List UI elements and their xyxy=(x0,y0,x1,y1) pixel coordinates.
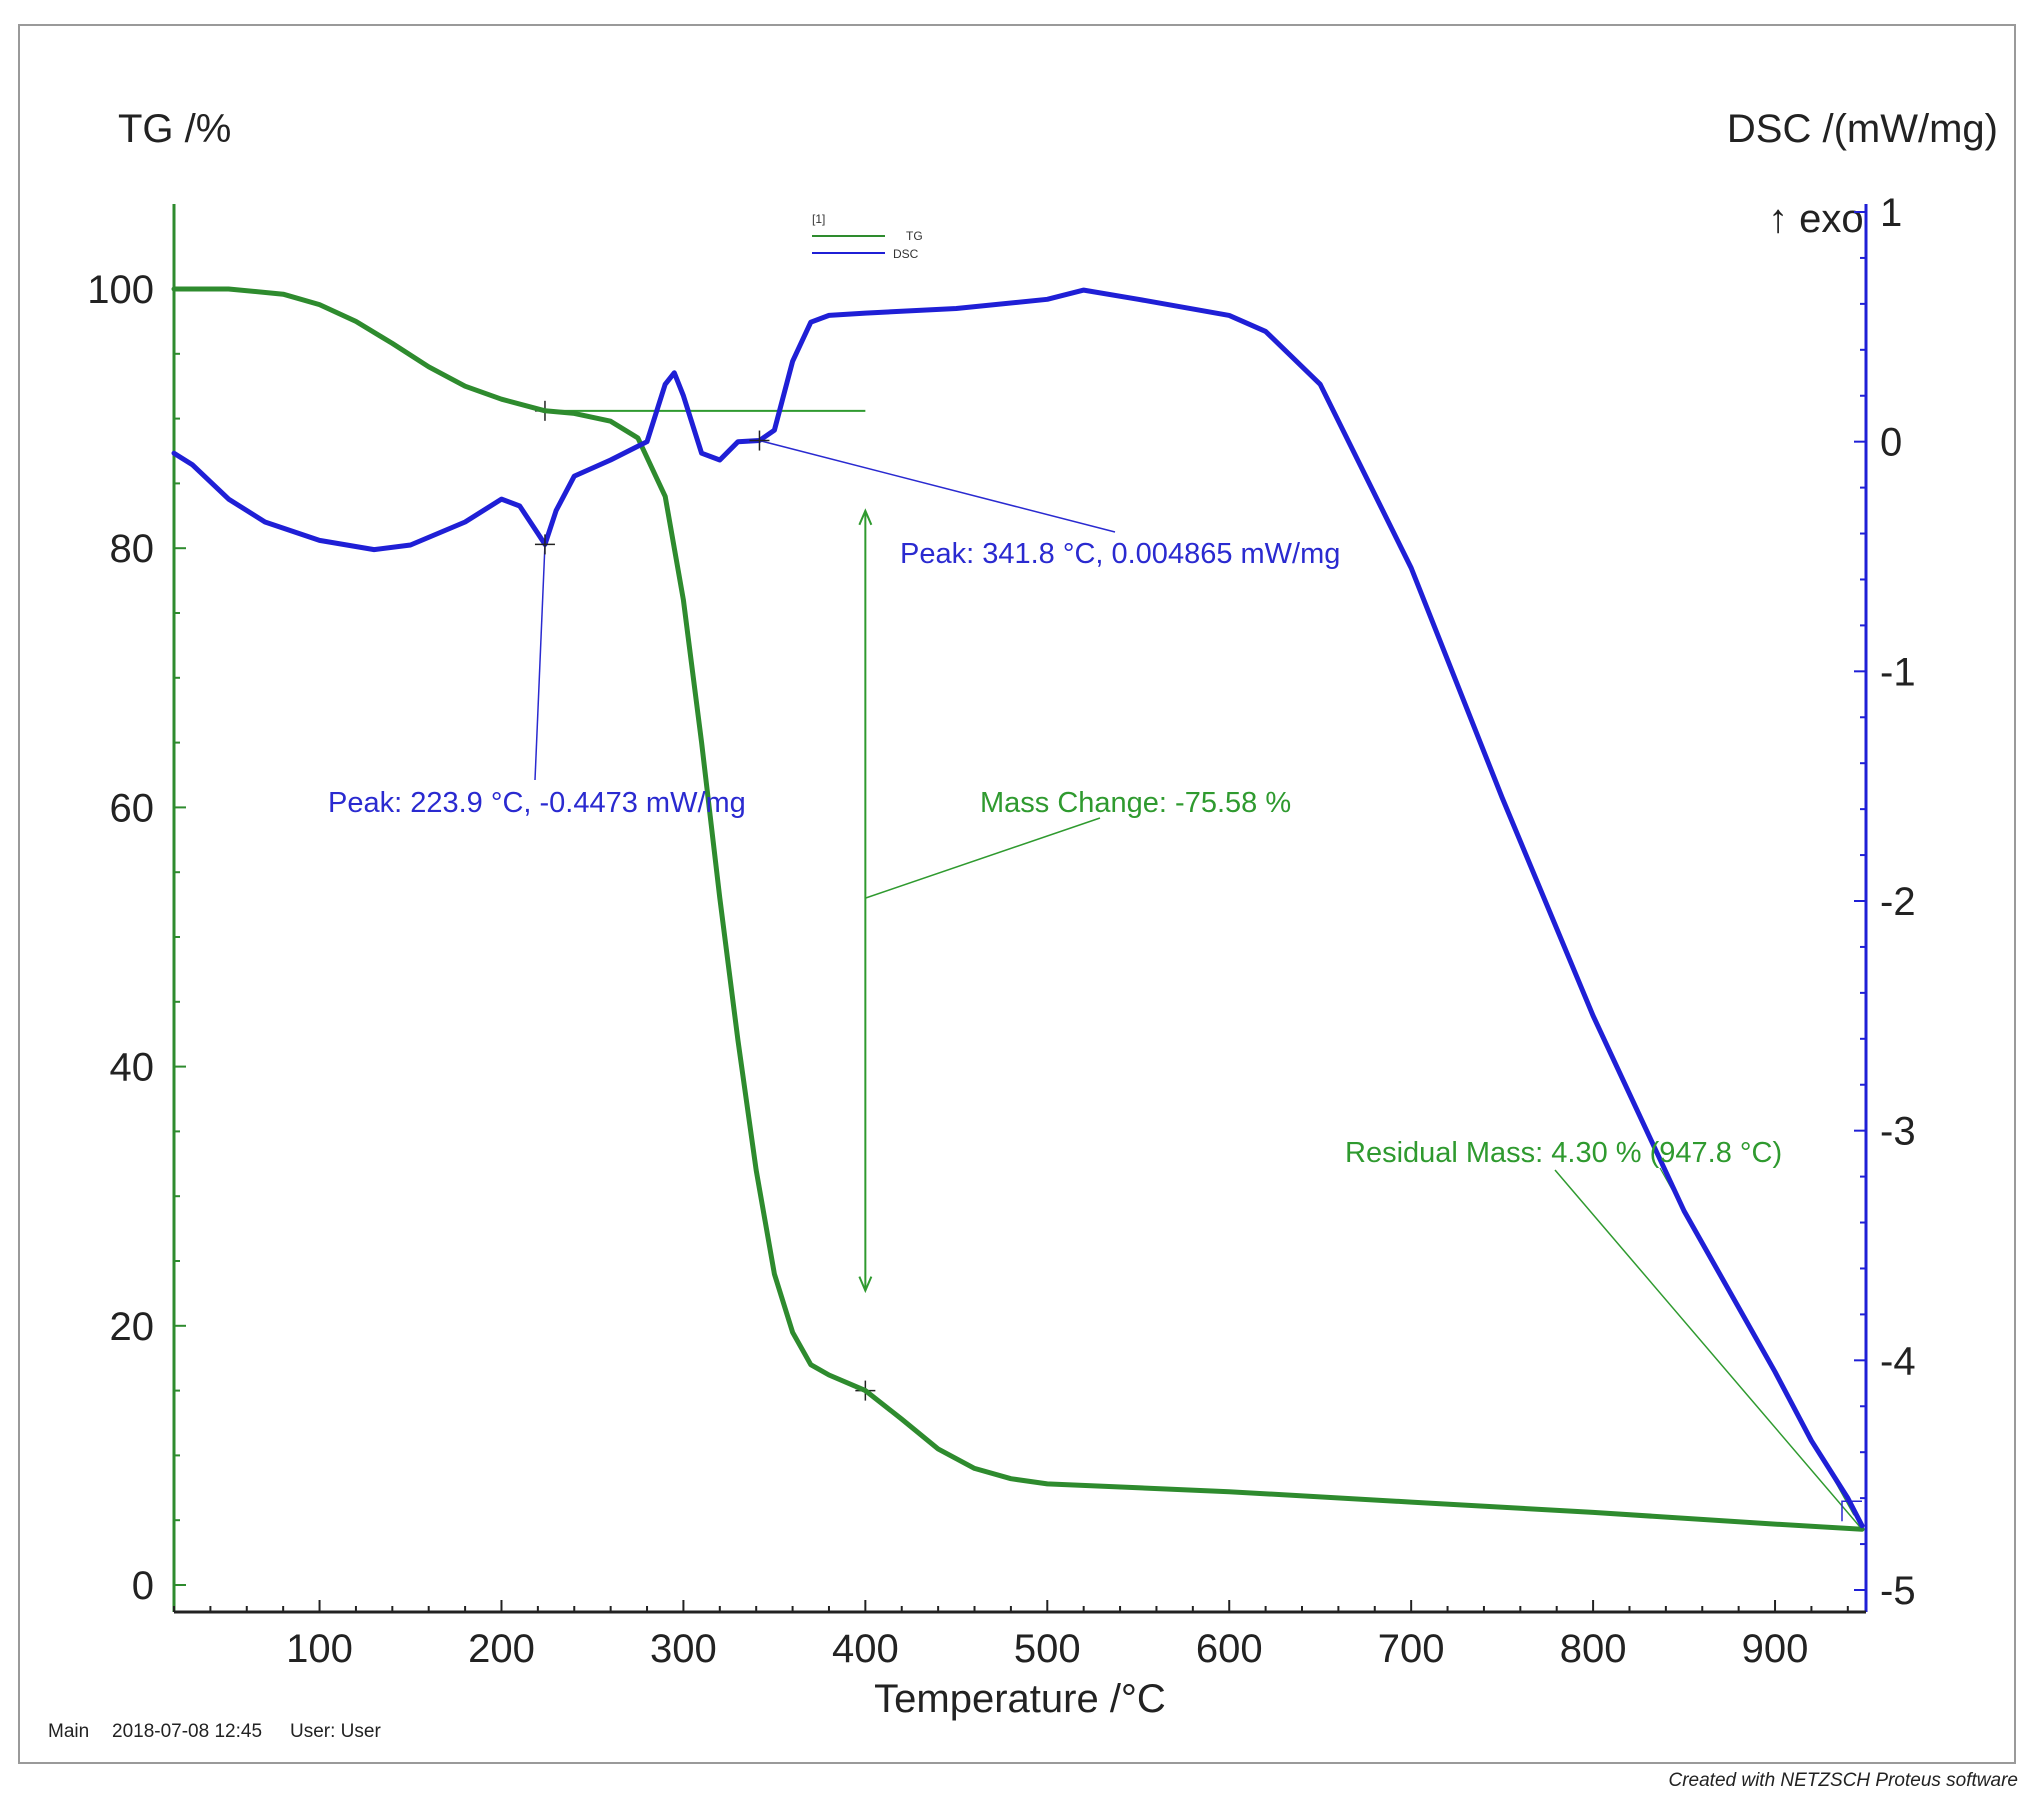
x-tick-label: 100 xyxy=(286,1627,353,1671)
chart-frame xyxy=(18,24,2016,1764)
dsc-curve xyxy=(171,287,1865,1529)
footer-credit: Created with NETZSCH Proteus software xyxy=(1668,1770,2018,1791)
peak1-annotation: Peak: 223.9 °C, -0.4473 mW/mg xyxy=(328,787,746,819)
peak2-annotation: Peak: 341.8 °C, 0.004865 mW/mg xyxy=(900,538,1340,570)
tg-tick-label: 40 xyxy=(110,1046,155,1090)
footer-datetime: 2018-07-08 12:45 xyxy=(112,1721,262,1742)
x-tick-label: 400 xyxy=(832,1627,899,1671)
tg-axis-title: TG /% xyxy=(118,107,231,151)
tg-tick-label: 80 xyxy=(110,527,155,571)
exo-label: ↑ exo xyxy=(1768,197,1864,241)
dsc-tick-label: -2 xyxy=(1880,880,1916,924)
legend-dsc-label: DSC xyxy=(893,247,919,261)
tg-curve xyxy=(171,286,1865,1532)
peak1-leader xyxy=(534,544,546,781)
x-tick-label: 700 xyxy=(1378,1627,1445,1671)
dsc-axis-title: DSC /(mW/mg) xyxy=(1727,107,1998,151)
tg-tick-label: 20 xyxy=(110,1305,155,1349)
mass-change-arrowhead-bottom xyxy=(858,1276,873,1294)
x-tick-label: 500 xyxy=(1014,1627,1081,1671)
dsc-tick-label: -3 xyxy=(1880,1110,1916,1154)
annotation-lines xyxy=(534,400,1863,1530)
footer-segment: Main xyxy=(48,1721,89,1742)
dsc-tick-label: -4 xyxy=(1880,1339,1916,1383)
x-axis-title: Temperature /°C xyxy=(874,1677,1166,1721)
footer-user: User: User xyxy=(290,1721,381,1742)
residual-mass-annotation: Residual Mass: 4.30 % (947.8 °C) xyxy=(1345,1137,1782,1169)
peak2-leader xyxy=(759,439,1116,533)
x-tick-label: 900 xyxy=(1742,1627,1809,1671)
dsc-tick-label: 0 xyxy=(1880,421,1902,465)
dsc-tick-label: 1 xyxy=(1880,191,1902,235)
legend-tg-label: TG xyxy=(906,229,923,243)
tg-tick-label: 60 xyxy=(110,786,155,830)
x-tick-label: 600 xyxy=(1196,1627,1263,1671)
axes: 0 20 40 60 80 100 1 0 -1 -2 -3 -4 -5 100 200 300 400 500 6… xyxy=(87,191,1915,1671)
legend-marker: [1] xyxy=(812,212,825,226)
mass-change-annotation: Mass Change: -75.58 % xyxy=(980,787,1291,819)
mass-change-leader xyxy=(865,817,1101,899)
dsc-tick-label: -5 xyxy=(1880,1569,1916,1613)
residual-bracket xyxy=(1841,1500,1862,1522)
x-tick-label: 800 xyxy=(1560,1627,1627,1671)
series-group xyxy=(171,286,1865,1532)
x-tick-label: 200 xyxy=(468,1627,535,1671)
residual-leader xyxy=(1554,1169,1863,1530)
legend: [1] TG DSC xyxy=(812,212,923,261)
tg-tick-label: 100 xyxy=(87,268,154,312)
tg-tick-label: 0 xyxy=(132,1564,154,1608)
x-tick-label: 300 xyxy=(650,1627,717,1671)
dsc-tick-label: -1 xyxy=(1880,650,1916,694)
mass-change-arrowhead-top xyxy=(858,508,873,526)
